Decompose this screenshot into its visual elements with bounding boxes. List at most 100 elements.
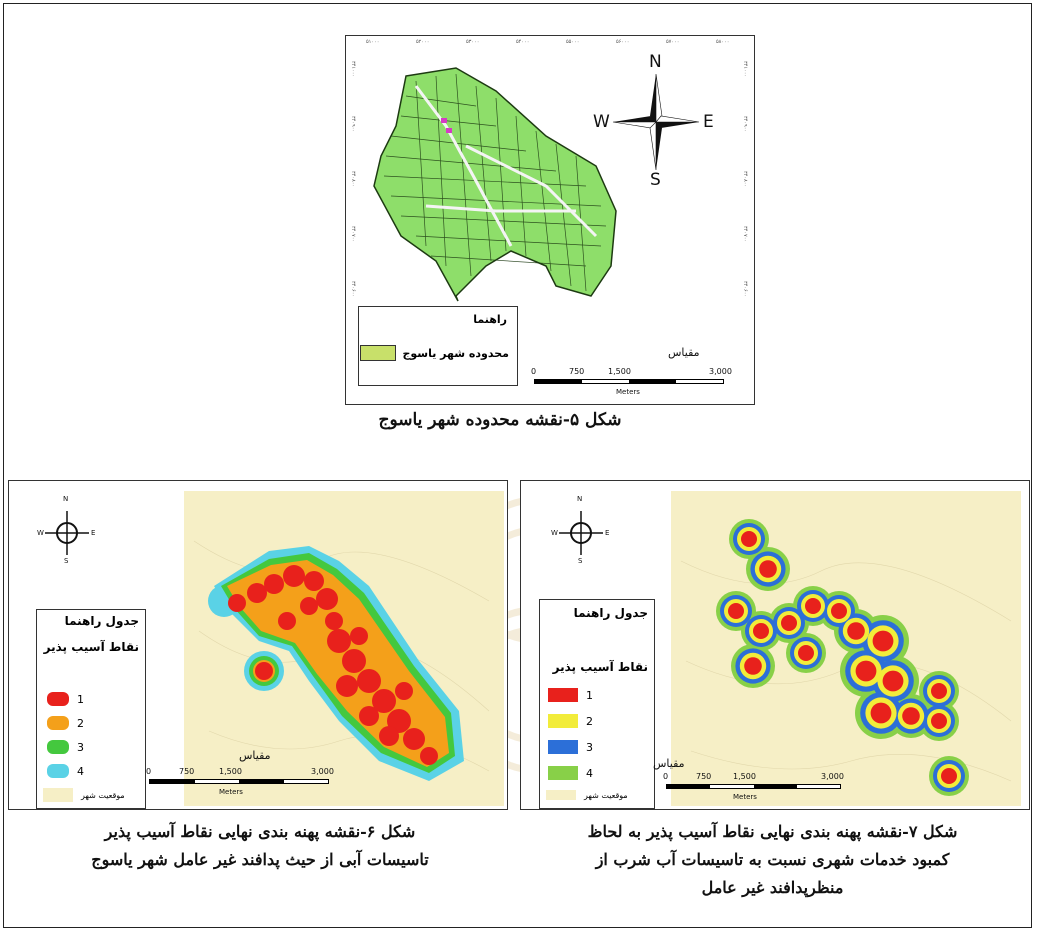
fig7-compass-icon: N S W E xyxy=(551,495,611,565)
compass-west-label: W xyxy=(593,112,610,132)
legend-subtitle: نقاط آسیب پذیر xyxy=(43,640,139,654)
legend-title: جدول راهنما xyxy=(573,606,648,620)
compass-north-label: N xyxy=(63,495,69,503)
hotspot-ring xyxy=(728,603,744,619)
legend-row: 3 xyxy=(548,740,593,754)
legend-subtitle: نقاط آسیب پذیر xyxy=(552,660,648,674)
legend-class-label: 1 xyxy=(77,692,84,706)
legend-class-label: 1 xyxy=(586,688,593,702)
legend-title: راهنما xyxy=(473,313,507,326)
figure-5-caption: شکل ۵-نقشه محدوده شهر یاسوج xyxy=(378,410,622,430)
hotspot-ring xyxy=(744,657,762,675)
fig6-hotspots xyxy=(184,491,504,806)
figure-6-caption-line1: شکل ۶-نقشه پهنه بندی نهایی نقاط آسیب پذی… xyxy=(104,822,416,841)
scale-label: مقیاس xyxy=(668,346,700,359)
tick-label: ۳۴۰۸۰۰ xyxy=(742,171,748,188)
compass-north-label: N xyxy=(577,495,583,503)
legend-row: 4 xyxy=(47,764,84,778)
tick-label: ۵۳۰۰۰ xyxy=(466,39,480,45)
legend-class-label: 2 xyxy=(77,716,84,730)
tick-label: ۳۴۰۸۰۰ xyxy=(350,171,356,188)
legend-row: 2 xyxy=(548,714,593,728)
legend-swatch xyxy=(47,764,69,778)
legend-row: 1 xyxy=(47,692,84,706)
scale-tick: 0 xyxy=(531,367,537,376)
city-boundary-map: ۵۱۰۰۰ ۵۲۰۰۰ ۵۳۰۰۰ ۵۴۰۰۰ ۵۵۰۰۰ ۵۶۰۰۰ ۵۷۰۰… xyxy=(345,35,755,405)
hotspot-ring xyxy=(882,670,904,692)
fig6-legend: جدول راهنما نقاط آسیب پذیر 1 2 3 4 موقعی… xyxy=(36,609,146,809)
legend-swatch xyxy=(360,345,397,361)
legend-row: موقعیت شهر xyxy=(43,788,125,802)
legend-class-label: 4 xyxy=(586,766,593,780)
scale-unit: Meters xyxy=(733,793,757,801)
scale-tick: 3,000 xyxy=(821,772,844,781)
tick-label: ۳۴۰۶۰۰ xyxy=(742,281,748,298)
scale-tick: 1,500 xyxy=(608,367,631,376)
compass-south-label: S xyxy=(650,170,661,190)
hotspot-ring xyxy=(831,603,847,619)
legend-class-label: 3 xyxy=(586,740,593,754)
scale-tick: 3,000 xyxy=(311,767,334,776)
tick-label: ۵۶۰۰۰ xyxy=(616,39,630,45)
fig6-map: N S W E جدول راهنما نقاط آسیب پذیر 1 2 3… xyxy=(8,480,508,810)
compass-west-label: W xyxy=(37,529,44,537)
fig7-legend: جدول راهنما نقاط آسیب پذیر 1 2 3 4 موقعی… xyxy=(539,599,655,809)
legend-base-label: موقعیت شهر xyxy=(81,790,125,800)
scale-tick: 3,000 xyxy=(709,367,732,376)
tick-label: ۵۲۰۰۰ xyxy=(416,39,430,45)
scale-unit: Meters xyxy=(616,388,640,396)
tick-label: ۵۱۰۰۰ xyxy=(366,39,380,45)
legend-swatch xyxy=(47,692,69,706)
legend-swatch xyxy=(546,790,576,800)
scale-tick: 750 xyxy=(179,767,195,776)
hotspot-ring xyxy=(798,645,814,661)
tick-label: ۵۵۰۰۰ xyxy=(566,39,580,45)
hotspot-ring xyxy=(855,660,877,682)
legend-class-label: 3 xyxy=(77,740,84,754)
legend-row: 4 xyxy=(548,766,593,780)
compass-east-label: E xyxy=(703,112,714,132)
legend-swatch xyxy=(548,740,578,754)
hotspot-ring xyxy=(759,560,777,578)
legend-row: 3 xyxy=(47,740,84,754)
compass-south-label: S xyxy=(578,557,583,565)
scale-tick: 0 xyxy=(663,772,669,781)
tick-label: ۵۸۰۰۰ xyxy=(716,39,730,45)
legend-class-label: 2 xyxy=(586,714,593,728)
legend-class-label: 4 xyxy=(77,764,84,778)
legend-row: 2 xyxy=(47,716,84,730)
compass-north-label: N xyxy=(649,52,662,72)
legend-row: موقعیت شهر xyxy=(546,790,628,800)
hotspot-ring xyxy=(805,598,821,614)
compass-rose-icon: N S W E xyxy=(591,52,721,190)
tick-label: ۵۷۰۰۰ xyxy=(666,39,680,45)
tick-label: ۳۴۰۷۰۰ xyxy=(350,226,356,243)
legend-title: جدول راهنما xyxy=(64,614,139,628)
legend-base-label: موقعیت شهر xyxy=(584,790,628,800)
hotspot-ring xyxy=(847,622,865,640)
legend-swatch xyxy=(548,714,578,728)
scale-tick: 1,500 xyxy=(733,772,756,781)
hotspot-ring xyxy=(931,683,947,699)
hotspot-ring xyxy=(941,768,957,784)
legend-swatch xyxy=(548,766,578,780)
fig7-map: N S W E جدول راهنما نقاط آسیب پذیر 1 2 3… xyxy=(520,480,1030,810)
scale-tick: 1,500 xyxy=(219,767,242,776)
legend-swatch xyxy=(47,716,69,730)
top-legend: راهنما محدوده شهر یاسوج xyxy=(358,306,518,386)
fig7-hotspots xyxy=(671,491,1021,806)
fig6-compass-icon: N S W E xyxy=(37,495,97,565)
figure-7-caption-line1: شکل ۷-نقشه پهنه بندی نهایی نقاط آسیب پذی… xyxy=(587,822,958,841)
hotspot-ring xyxy=(902,707,920,725)
scale-unit: Meters xyxy=(219,788,243,796)
compass-south-label: S xyxy=(64,557,69,565)
tick-label: ۳۴۰۹۰۰ xyxy=(742,116,748,133)
tick-label: ۳۴۱۰۰۰ xyxy=(742,61,748,78)
page-frame xyxy=(3,3,1032,928)
scale-tick: 750 xyxy=(696,772,712,781)
hotspot-ring xyxy=(753,623,769,639)
figure-6-caption-line2: تاسیسات آبی از حیث پدافند غیر عامل شهر ی… xyxy=(91,850,429,869)
city-boundary-shape xyxy=(373,67,617,302)
figure-7-caption-line2: کمبود خدمات شهری نسبت به تاسیسات آب شرب … xyxy=(595,850,950,869)
hotspot-ring xyxy=(741,531,757,547)
